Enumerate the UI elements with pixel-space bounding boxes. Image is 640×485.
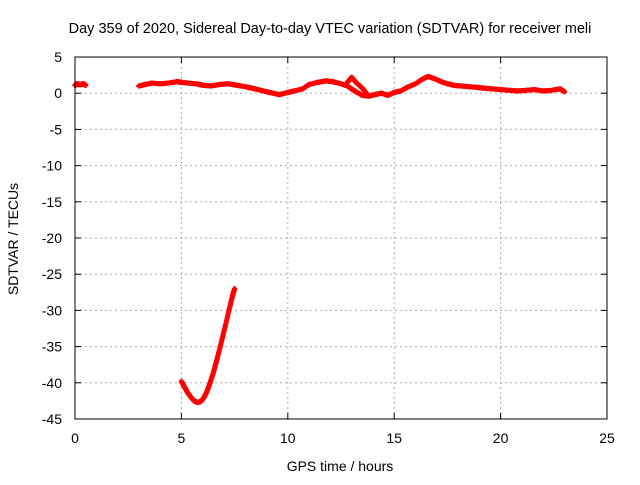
data-point	[363, 90, 370, 96]
chart-title: Day 359 of 2020, Sidereal Day-to-day VTE…	[69, 21, 592, 37]
series-segment-3	[344, 74, 370, 96]
x-tick-label: 15	[386, 430, 402, 446]
grid-layer	[75, 57, 607, 419]
series-layer	[72, 73, 568, 405]
y-tick-label: -35	[42, 339, 62, 355]
y-tick-label: -25	[42, 266, 62, 282]
series-segment-1	[72, 81, 89, 88]
data-point	[561, 89, 568, 95]
x-tick-label: 20	[493, 430, 509, 446]
y-tick-label: -10	[42, 158, 62, 174]
y-tick-label: -15	[42, 194, 62, 210]
x-tick-label: 5	[178, 430, 186, 446]
y-tick-label: 5	[54, 49, 62, 65]
series-segment-2	[136, 73, 568, 99]
x-tick-label: 25	[599, 430, 615, 446]
data-point	[83, 82, 89, 88]
y-tick-label: -45	[42, 411, 62, 427]
series-segment-4	[178, 286, 238, 405]
y-tick-label: -30	[42, 302, 62, 318]
y-tick-label: -20	[42, 230, 62, 246]
y-axis-label: SDTVAR / TECUs	[5, 183, 21, 295]
tick-layer: 0 5 10 15 20 25 5 0 -5 -10 -15 -20 -25 -30 -35 -40 -45	[42, 49, 615, 446]
x-tick-label: 0	[71, 430, 79, 446]
x-tick-label: 10	[280, 430, 296, 446]
y-tick-label: -40	[42, 375, 62, 391]
y-tick-label: 0	[54, 85, 62, 101]
x-axis-label: GPS time / hours	[287, 458, 394, 474]
data-point	[232, 286, 238, 292]
y-tick-label: -5	[50, 121, 63, 137]
